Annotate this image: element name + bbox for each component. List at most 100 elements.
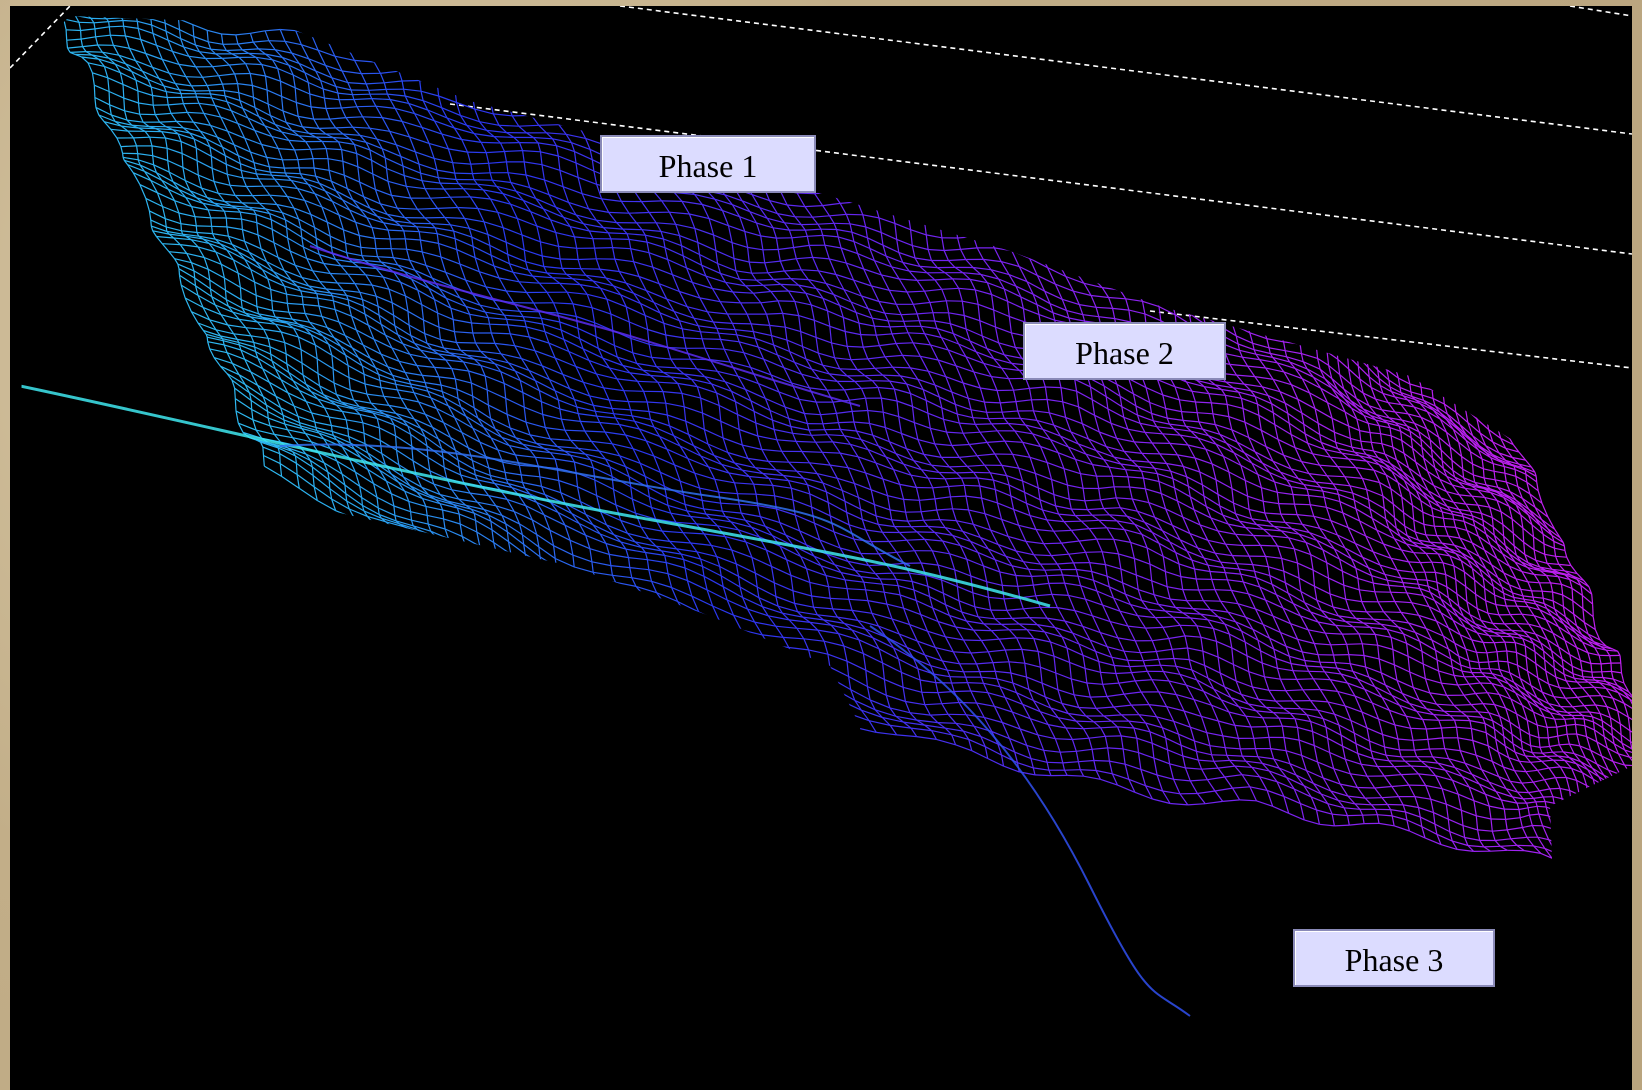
mesh-line bbox=[524, 161, 543, 166]
mesh-line bbox=[949, 465, 968, 468]
mesh-line bbox=[1326, 475, 1345, 478]
mesh-line bbox=[1100, 210, 1119, 224]
mesh-line bbox=[1422, 718, 1439, 721]
mesh-line bbox=[1108, 235, 1125, 246]
mesh-line bbox=[699, 253, 718, 265]
mesh-line bbox=[394, 325, 412, 337]
mesh-line bbox=[772, 651, 793, 657]
mesh-line bbox=[1455, 552, 1469, 561]
mesh-line bbox=[1120, 289, 1138, 293]
mesh-line bbox=[346, 294, 363, 301]
mesh-line bbox=[1301, 353, 1318, 359]
mesh-line bbox=[1442, 511, 1453, 515]
mesh-line bbox=[500, 371, 521, 382]
mesh-line bbox=[1111, 264, 1130, 270]
mesh-line bbox=[410, 511, 428, 516]
mesh-line bbox=[1103, 199, 1124, 212]
mesh-line bbox=[1627, 809, 1632, 813]
mesh-line bbox=[1528, 790, 1540, 794]
mesh-line bbox=[786, 339, 803, 348]
mesh-line bbox=[280, 80, 296, 89]
mesh-line bbox=[1545, 619, 1559, 628]
mesh-line bbox=[843, 316, 860, 324]
mesh-line bbox=[751, 323, 770, 326]
mesh-line bbox=[1505, 459, 1519, 465]
mesh-line bbox=[352, 126, 370, 129]
mesh-line bbox=[736, 334, 756, 339]
mesh-line bbox=[577, 486, 597, 497]
mesh-line bbox=[1320, 688, 1338, 692]
mesh-line bbox=[435, 68, 454, 73]
mesh-line bbox=[787, 204, 805, 208]
mesh-line bbox=[214, 104, 232, 112]
mesh-line bbox=[896, 550, 915, 553]
mesh-line bbox=[721, 463, 743, 471]
mesh-line bbox=[1404, 586, 1420, 590]
mesh-line bbox=[1163, 670, 1181, 675]
mesh-line bbox=[1455, 379, 1469, 387]
mesh-line bbox=[434, 366, 452, 370]
mesh-line bbox=[1494, 594, 1505, 600]
mesh-line bbox=[604, 431, 626, 436]
mesh-line bbox=[673, 310, 695, 319]
mesh-line bbox=[1427, 585, 1439, 592]
mesh-line bbox=[1349, 399, 1364, 410]
mesh-line bbox=[304, 72, 321, 82]
mesh-line bbox=[1001, 220, 1018, 226]
mesh-line bbox=[867, 685, 887, 696]
mesh-line bbox=[1139, 714, 1157, 718]
mesh-line bbox=[730, 104, 749, 109]
mesh-line bbox=[456, 101, 475, 110]
mesh-line bbox=[603, 227, 623, 230]
mesh-line bbox=[505, 89, 524, 94]
mesh-line bbox=[1157, 379, 1176, 388]
mesh-line bbox=[1466, 548, 1480, 557]
mesh-line bbox=[1045, 216, 1062, 225]
mesh-line bbox=[1172, 524, 1191, 535]
mesh-line bbox=[1612, 697, 1625, 704]
mesh-line bbox=[870, 174, 889, 178]
mesh-line bbox=[1180, 434, 1199, 439]
mesh-line bbox=[564, 429, 585, 432]
mesh-line bbox=[140, 38, 157, 46]
mesh-line bbox=[1577, 695, 1590, 698]
mesh-line bbox=[1619, 773, 1632, 777]
mesh-line bbox=[684, 567, 705, 577]
mesh-line bbox=[608, 211, 630, 214]
wireframe-viewport[interactable]: Phase 1 Phase 2 Phase 3 bbox=[10, 6, 1632, 1090]
mesh-line bbox=[1544, 777, 1556, 781]
mesh-line bbox=[66, 38, 82, 41]
mesh-line bbox=[1109, 250, 1127, 258]
mesh-line bbox=[677, 382, 698, 388]
mesh-line bbox=[1458, 441, 1471, 453]
mesh-line bbox=[341, 149, 357, 155]
mesh-line bbox=[525, 174, 545, 181]
mesh-line bbox=[617, 378, 638, 382]
mesh-line bbox=[1480, 619, 1493, 624]
mesh-line bbox=[1313, 515, 1331, 522]
mesh-line bbox=[757, 435, 777, 441]
mesh-line bbox=[827, 310, 844, 319]
mesh-line bbox=[916, 176, 935, 185]
mesh-line bbox=[910, 392, 927, 401]
mesh-line bbox=[1183, 244, 1201, 249]
mesh-line bbox=[499, 309, 520, 312]
mesh-line bbox=[522, 481, 542, 487]
mesh-line bbox=[704, 376, 726, 383]
mesh-line bbox=[288, 311, 306, 315]
mesh-line bbox=[226, 163, 242, 171]
mesh-line bbox=[869, 247, 887, 257]
mesh-line bbox=[1380, 623, 1399, 628]
mesh-line bbox=[469, 313, 489, 319]
mesh-line bbox=[257, 234, 275, 244]
mesh-line bbox=[138, 27, 154, 34]
mesh-line bbox=[1422, 594, 1435, 602]
mesh-line bbox=[244, 137, 262, 146]
mesh-line bbox=[1386, 628, 1404, 635]
mesh-line bbox=[1401, 439, 1413, 449]
mesh-line bbox=[739, 428, 758, 437]
mesh-line bbox=[1394, 396, 1408, 401]
mesh-line bbox=[109, 104, 125, 112]
mesh-line bbox=[1169, 423, 1186, 427]
mesh-line bbox=[1390, 619, 1409, 624]
